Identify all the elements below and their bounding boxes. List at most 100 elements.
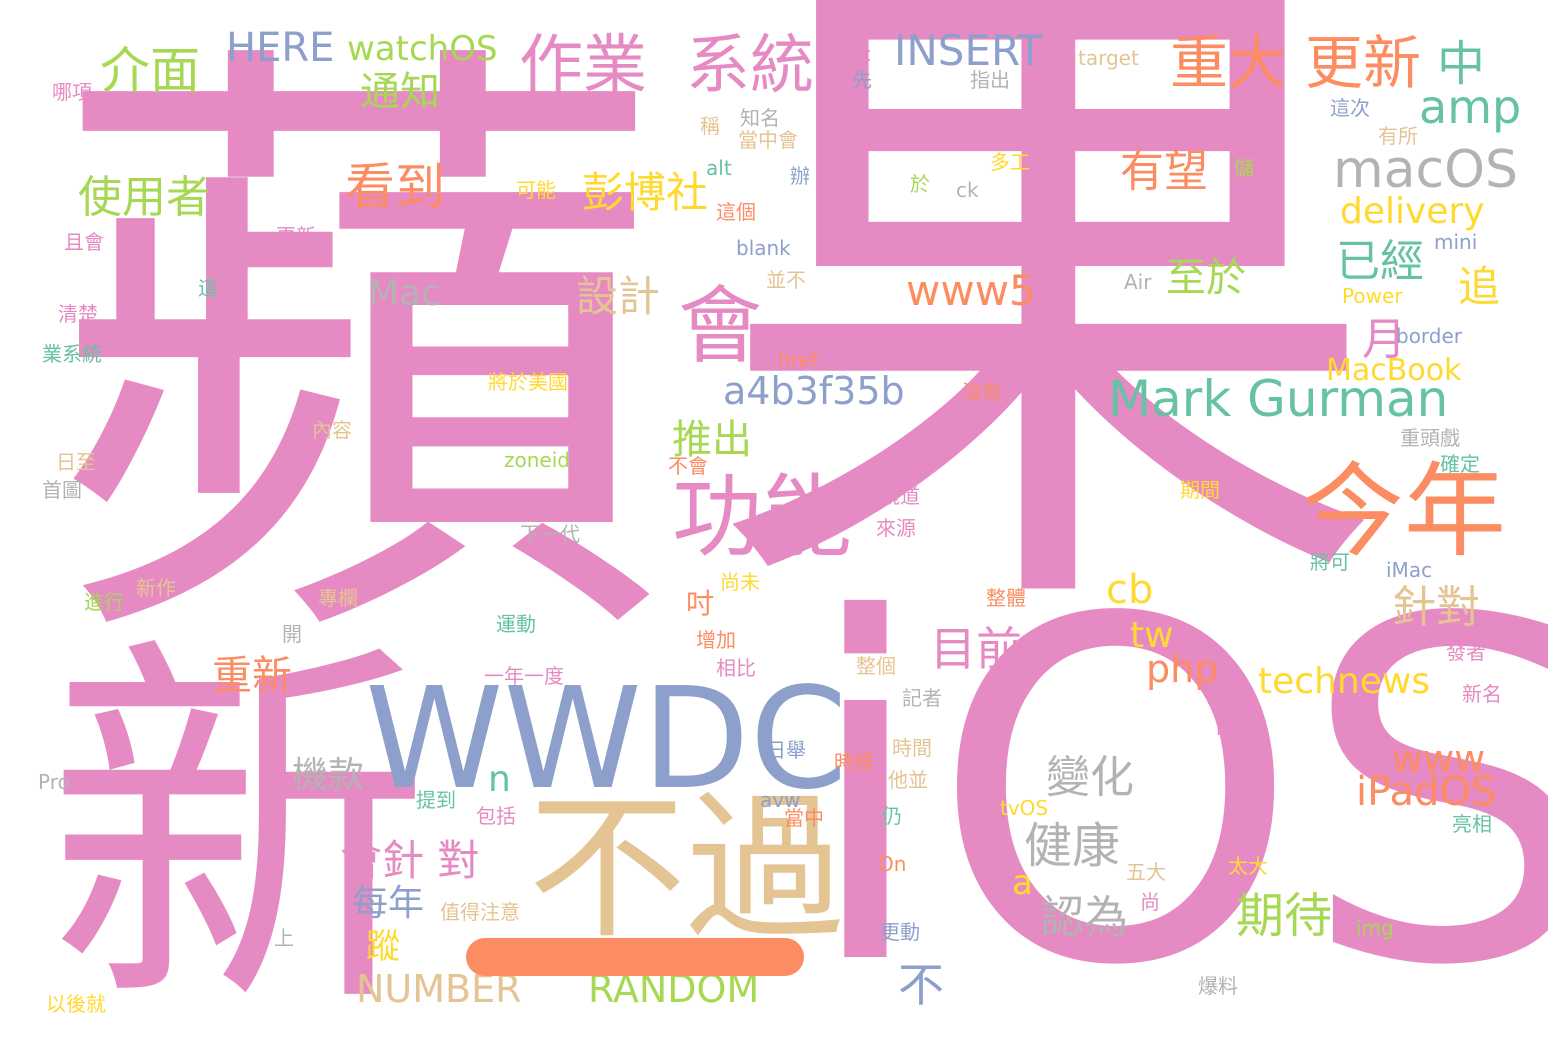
word-number: NUMBER xyxy=(356,967,522,1011)
small-tabing: 他並 xyxy=(888,768,928,792)
word-bianhua: 變化 xyxy=(1046,752,1134,803)
word-a: a xyxy=(1012,863,1033,903)
word-zhongda: 重大 xyxy=(1170,29,1287,97)
small-zhengge: 整個 xyxy=(856,654,896,678)
word-ipados: iPadOS xyxy=(1356,769,1497,815)
word-buguo: 不過 xyxy=(528,777,844,961)
small-zhengti: 整體 xyxy=(986,586,1026,610)
small-qingchu: 清楚 xyxy=(58,302,98,326)
small-shihou: 時候 xyxy=(834,750,874,774)
small-xiangbi: 相比 xyxy=(716,656,756,680)
small-kaifa: 開發 xyxy=(1216,714,1256,738)
small-rixue: 日舉 xyxy=(766,738,806,762)
word-watchos: watchOS xyxy=(347,29,498,69)
small-yexitong: 業系統 xyxy=(42,342,102,366)
word-zhiyu: 至於 xyxy=(1166,255,1246,301)
small-buhui: 不會 xyxy=(668,454,708,478)
word-jiemian: 介面 xyxy=(100,42,200,100)
orange-bar xyxy=(466,938,804,976)
word-amp: amp xyxy=(1419,80,1522,134)
small-laiyuan: 來源 xyxy=(876,516,916,540)
small-yousuo: 有所 xyxy=(1378,124,1418,148)
small-zhiming: 知名 xyxy=(740,106,780,130)
word-mac: Mac xyxy=(368,273,441,314)
small-gengdong: 更動 xyxy=(880,920,920,944)
small-xian: 先 xyxy=(852,68,872,92)
word-ios: iOS xyxy=(800,521,1548,1052)
small-neirong: 內容 xyxy=(312,418,352,442)
small-taitai: 太大 xyxy=(1228,854,1268,878)
small-bingbu: 並不 xyxy=(766,268,806,292)
word-youwang: 有望 xyxy=(1120,146,1208,197)
word-mark-gurman: Mark Gurman xyxy=(1108,370,1449,428)
small-jinxing: 進行 xyxy=(84,590,124,614)
small-air: Air xyxy=(1124,270,1152,294)
small-chu: 儲 xyxy=(1234,156,1254,180)
small-keneng: 可能 xyxy=(516,178,556,202)
word-meinian: 每年 xyxy=(352,883,425,924)
word-macbook: MacBook xyxy=(1326,353,1462,388)
small-zhege: 這個 xyxy=(716,200,756,224)
small-xinming: 新名 xyxy=(1462,682,1502,706)
word-hui: 會 xyxy=(678,277,763,375)
small-baoliao: 爆料 xyxy=(1198,974,1238,998)
small-shang: 尚 xyxy=(1140,890,1160,914)
small-imac: iMac xyxy=(1386,558,1433,582)
small-faxian: 發者 xyxy=(1446,640,1486,664)
small-img: img xyxy=(1356,916,1394,940)
small-ban: 辦 xyxy=(790,164,810,188)
word-tongzhi: 通知 xyxy=(360,69,440,115)
small-yihou: 以後就 xyxy=(46,992,106,1016)
word-www5: www5 xyxy=(906,266,1036,315)
small-zhe: 這 xyxy=(198,276,218,300)
small-cheng: 稱 xyxy=(700,114,720,138)
small-alt: alt xyxy=(706,156,732,180)
small-mini: mini xyxy=(1434,230,1478,254)
small-zhongtouxi: 重頭戲 xyxy=(1400,426,1460,450)
small-dou2: 都 xyxy=(1242,746,1262,770)
small-qijian: 期間 xyxy=(1180,478,1220,502)
small-kai: 開 xyxy=(282,622,302,646)
word-kandao: 看到 xyxy=(345,158,445,216)
word-delivery: delivery xyxy=(1340,191,1485,232)
word-tuichu: 推出 xyxy=(672,417,752,463)
small-kuidao: 窺道 xyxy=(880,484,920,508)
small-src: src xyxy=(842,42,872,66)
small-shoutu: 首圖 xyxy=(42,478,82,502)
small-shangwei: 尚未 xyxy=(720,570,760,594)
small-baokuo: 包括 xyxy=(476,804,516,828)
small-zhichu: 指出 xyxy=(970,68,1010,92)
word-qidai: 期待 xyxy=(1236,888,1333,944)
word-new: 新 xyxy=(46,608,431,1052)
small-tidao: 提到 xyxy=(416,788,456,812)
word-cb: cb xyxy=(1106,567,1154,613)
small-ck: ck xyxy=(956,178,979,202)
small-liangxiang: 亮相 xyxy=(1452,812,1492,836)
word-renwei: 認為 xyxy=(1040,892,1128,943)
word-jikuan: 機款 xyxy=(292,755,365,796)
word-xitong: 系統 xyxy=(686,29,814,103)
word-random: RANDOM xyxy=(588,967,760,1011)
small-queding: 確定 xyxy=(1440,452,1480,476)
small-jijiang: 即將 xyxy=(296,334,336,358)
word-php: php xyxy=(1146,647,1219,691)
small-tvos: tvOS xyxy=(1000,796,1049,820)
small-qiehui: 且會 xyxy=(64,230,104,254)
word-jiankang: 健康 xyxy=(1024,818,1121,874)
small-href: href xyxy=(778,348,818,372)
word-insert: INSERT xyxy=(894,26,1043,75)
word-apple-1: 蘋 xyxy=(48,0,668,718)
word-chongxin: 重新 xyxy=(212,653,292,699)
small-blank: blank xyxy=(736,236,791,260)
word-wwdc: WWDC xyxy=(365,658,848,821)
small-dangzhong: 當中 xyxy=(784,806,824,830)
word-here: HERE xyxy=(226,25,335,71)
small-pro: Pro xyxy=(38,770,70,794)
small-avw: avw xyxy=(760,788,801,812)
small-jizhe: 記者 xyxy=(902,686,942,710)
word-gongneng: 功能 xyxy=(672,465,852,570)
word-technews: technews xyxy=(1258,661,1431,702)
small-jiangke: 將可 xyxy=(1310,550,1350,574)
small-gengxin2: 更新 xyxy=(276,224,316,248)
